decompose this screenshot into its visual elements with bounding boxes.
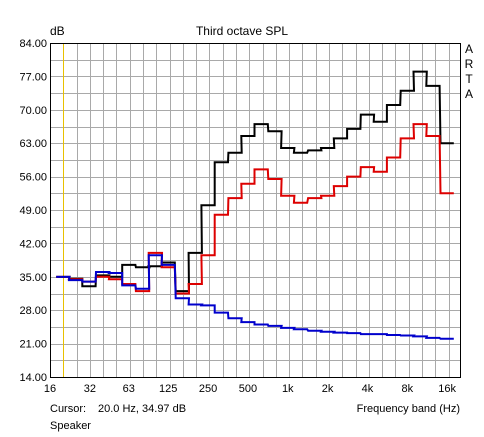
series-line-2 (56, 123, 454, 295)
x-tick-labels: 16 32 63 125 250 500 1k 2k 4k 8k 16k (44, 383, 457, 395)
brand-letter: A (464, 87, 473, 101)
series-lines (56, 70, 454, 340)
y-tick-label: 35.00 (19, 272, 47, 284)
cursor-readout: 20.0 Hz, 34.97 dB (98, 403, 187, 415)
source-label: Speaker (50, 420, 91, 432)
x-tick-label: 4k (362, 383, 374, 395)
x-axis-label: Frequency band (Hz) (356, 403, 460, 415)
y-tick-label: 28.00 (19, 305, 47, 317)
y-tick-label: 49.00 (19, 205, 47, 217)
plot-frame (50, 43, 461, 378)
x-tick-label: 63 (123, 383, 135, 395)
y-tick-label: 56.00 (19, 172, 47, 184)
x-tick-label: 1k (282, 383, 294, 395)
x-tick-label: 16 (44, 383, 56, 395)
y-tick-label: 14.00 (19, 372, 47, 384)
series-line-3 (56, 254, 454, 340)
series-line-1 (56, 70, 454, 293)
y-tick-label: 21.00 (19, 339, 47, 351)
x-tick-label: 125 (159, 383, 177, 395)
y-tick-label: 70.00 (19, 105, 47, 117)
brand-letter: R (464, 57, 474, 71)
y-tick-label: 84.00 (19, 38, 47, 50)
chart-title: Third octave SPL (195, 24, 289, 38)
grid-lines (50, 43, 460, 378)
x-tick-label: 2k (322, 383, 334, 395)
x-tick-label: 500 (239, 383, 257, 395)
x-tick-label: 250 (199, 383, 217, 395)
y-tick-label: 42.00 (19, 238, 47, 250)
x-tick-label: 16k (438, 383, 456, 395)
x-tick-label: 32 (84, 383, 96, 395)
arta-brand: A R T A (463, 42, 475, 102)
y-axis-unit: dB (50, 24, 65, 38)
cursor-label: Cursor: (50, 403, 87, 415)
brand-letter: T (465, 72, 473, 86)
brand-letter: A (464, 42, 473, 56)
y-tick-label: 63.00 (19, 138, 47, 150)
y-tick-labels: 84.00 77.00 70.00 63.00 56.00 49.00 42.00 35.00… (19, 38, 47, 384)
x-tick-label: 8k (402, 383, 414, 395)
y-tick-label: 77.00 (19, 71, 47, 83)
